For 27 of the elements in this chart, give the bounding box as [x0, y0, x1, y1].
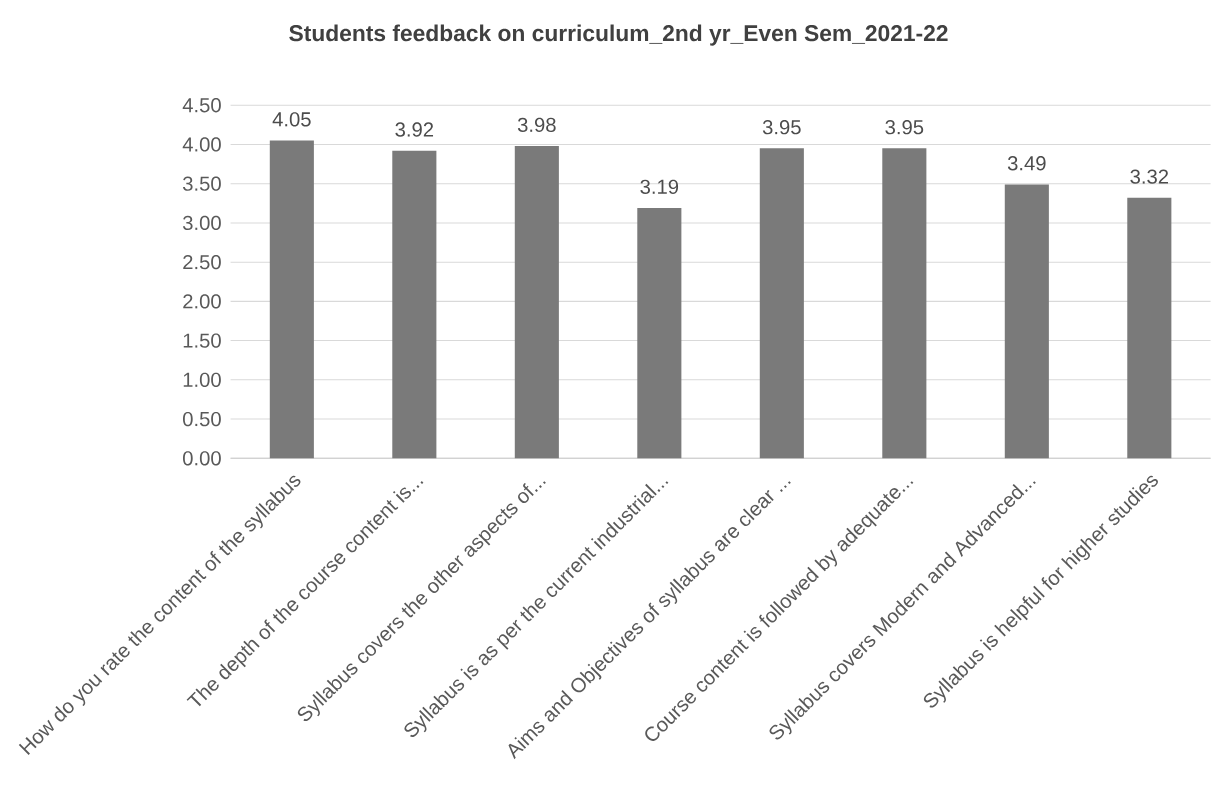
- y-tick-label: 2.50: [183, 255, 221, 270]
- data-label: 3.49: [1007, 156, 1046, 171]
- data-label: 3.32: [1130, 169, 1169, 184]
- data-label: 3.95: [762, 120, 801, 135]
- bar: [637, 208, 682, 459]
- y-tick-label: 3.50: [182, 176, 221, 191]
- bar: [269, 140, 314, 459]
- y-tick-label: 1.00: [183, 372, 221, 388]
- bar: [1127, 197, 1172, 459]
- bar: [759, 148, 804, 459]
- bar: [514, 146, 559, 459]
- y-tick-label: 0.00: [183, 451, 221, 466]
- y-tick-label: 3.00: [182, 215, 221, 231]
- data-label: 3.95: [885, 120, 924, 135]
- chart-title: Students feedback on curriculum_2nd yr_Even Sem_2021-22: [289, 24, 948, 46]
- bar: [392, 150, 437, 459]
- y-tick-label: 4.50: [182, 98, 221, 113]
- bar: [882, 148, 927, 459]
- bar: [1004, 184, 1049, 459]
- y-tick-label: 2.00: [183, 294, 221, 309]
- data-label: 3.19: [640, 179, 679, 195]
- y-tick-label: 1.50: [183, 333, 221, 348]
- data-label: 4.05: [272, 112, 311, 127]
- y-tick-label: 0.50: [183, 412, 221, 427]
- data-label: 3.92: [395, 122, 434, 137]
- y-tick-label: 4.00: [182, 137, 221, 152]
- data-label: 3.98: [517, 117, 556, 133]
